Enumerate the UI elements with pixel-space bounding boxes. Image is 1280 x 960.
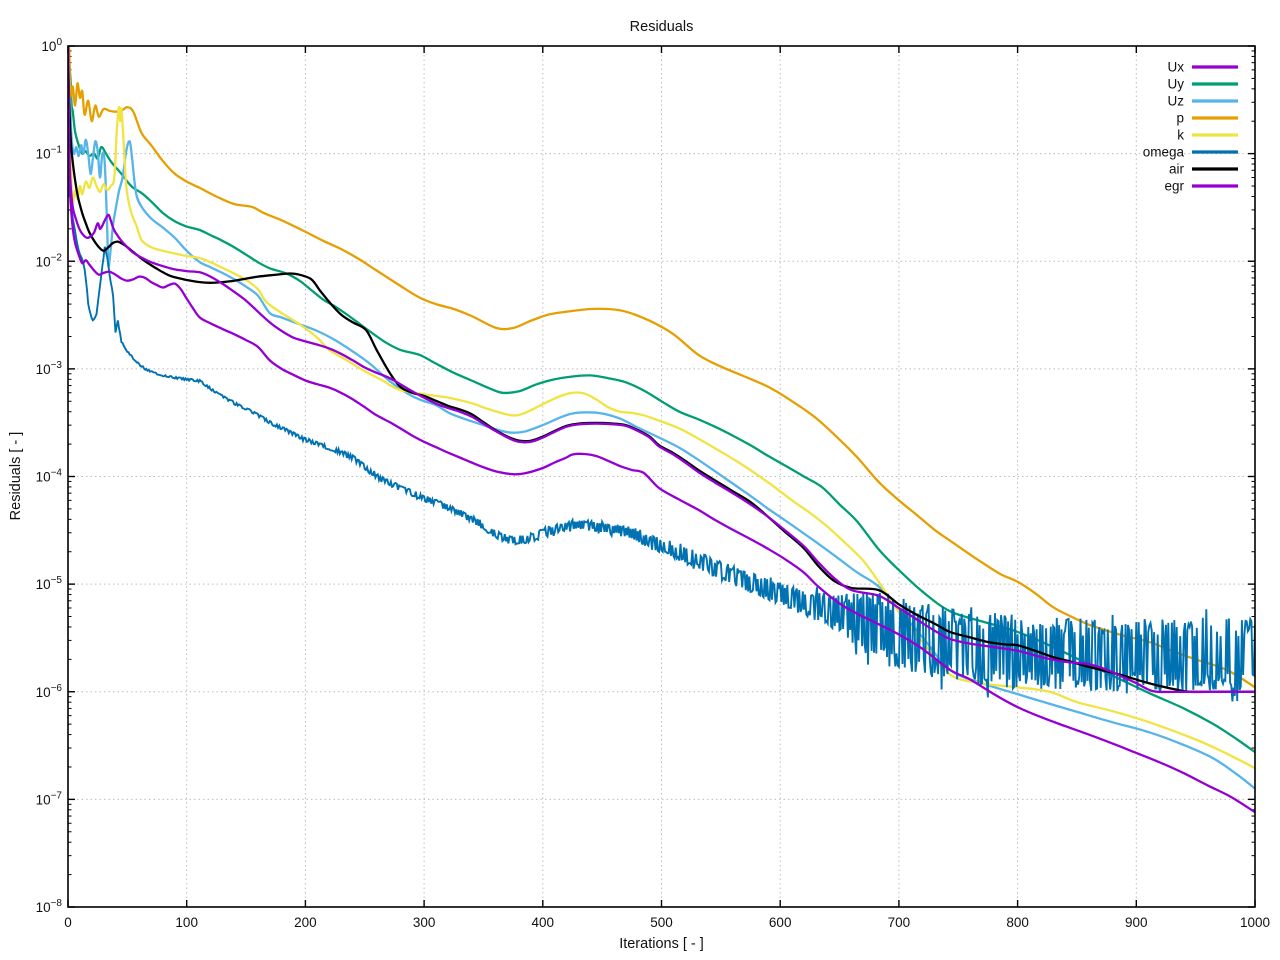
legend-label-Uz: Uz: [1168, 94, 1185, 109]
x-tick-label: 600: [769, 915, 792, 930]
legend-item-k: k: [1177, 128, 1238, 143]
legend-item-p: p: [1176, 111, 1238, 126]
x-tick-label: 800: [1006, 915, 1029, 930]
series-line-egr: [68, 46, 1255, 814]
series-line-p: [68, 46, 1255, 689]
series-line-k: [68, 46, 1255, 770]
x-tick-label: 100: [175, 915, 198, 930]
y-tick-label: 10−7: [36, 790, 63, 807]
x-tick-label: 300: [413, 915, 436, 930]
legend-item-Uz: Uz: [1168, 94, 1238, 109]
x-tick-label: 200: [294, 915, 317, 930]
legend-item-Ux: Ux: [1168, 60, 1238, 75]
legend-item-air: air: [1169, 162, 1238, 177]
x-tick-label: 1000: [1240, 915, 1270, 930]
legend-label-air: air: [1169, 162, 1185, 177]
x-axis-label: Iterations [ - ]: [619, 936, 704, 952]
x-tick-label: 500: [650, 915, 673, 930]
y-tick-label: 10−2: [36, 252, 63, 269]
legend-label-Ux: Ux: [1168, 60, 1185, 75]
y-tick-label: 10−3: [36, 360, 63, 377]
y-tick-label: 10−5: [36, 575, 63, 592]
series-line-Ux: [68, 46, 1255, 694]
chart-title: Residuals: [629, 19, 694, 35]
series-line-omega: [68, 180, 1255, 702]
legend-label-omega: omega: [1143, 145, 1185, 160]
y-tick-label: 100: [41, 37, 62, 54]
legend-label-egr: egr: [1164, 179, 1184, 194]
y-tick-label: 10−8: [36, 898, 63, 915]
legend-item-omega: omega: [1143, 145, 1238, 160]
y-tick-label: 10−1: [36, 145, 63, 162]
legend-label-k: k: [1177, 128, 1184, 143]
legend-label-Uy: Uy: [1168, 77, 1185, 92]
y-tick-label: 10−6: [36, 683, 63, 700]
series-line-Uz: [68, 46, 1255, 790]
x-tick-label: 700: [888, 915, 911, 930]
series-line-Uy: [68, 46, 1255, 754]
legend-item-egr: egr: [1164, 179, 1238, 194]
plot-border: [67, 45, 1256, 908]
x-tick-label: 0: [64, 915, 72, 930]
legend-item-Uy: Uy: [1168, 77, 1238, 92]
x-tick-label: 400: [532, 915, 555, 930]
x-tick-label: 900: [1125, 915, 1148, 930]
y-tick-label: 10−4: [36, 468, 63, 485]
legend-label-p: p: [1176, 111, 1184, 126]
